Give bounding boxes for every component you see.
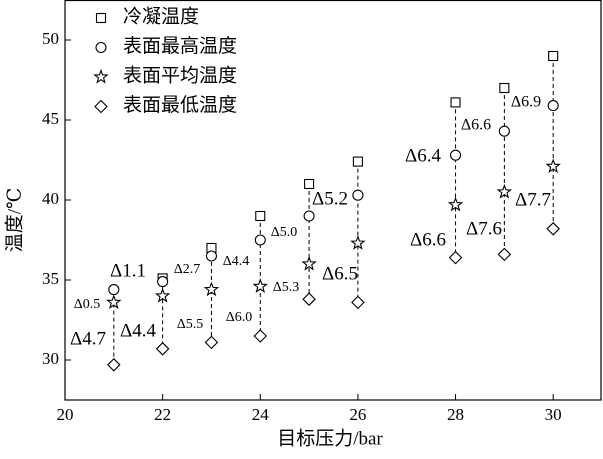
annotation: Δ6.0	[226, 310, 253, 325]
marker-star	[350, 235, 366, 250]
marker-star	[106, 294, 122, 309]
marker-diamond	[302, 292, 316, 306]
annotation: Δ6.5	[322, 263, 358, 284]
marker-circle	[352, 189, 364, 201]
x-tick-label: 30	[545, 405, 562, 424]
legend-label: 表面平均温度	[123, 64, 237, 86]
x-tick-label: 24	[252, 405, 270, 424]
marker-diamond	[546, 222, 560, 236]
marker-square	[352, 156, 363, 167]
marker-circle	[205, 250, 218, 262]
marker-circle	[303, 210, 315, 222]
y-tick-label: 30	[42, 349, 59, 368]
annotation: Δ1.1	[110, 260, 146, 281]
marker-diamond	[497, 247, 512, 262]
marker-circle	[254, 234, 266, 246]
marker-diamond	[253, 329, 268, 343]
legend-label: 冷凝温度	[123, 5, 199, 27]
x-tick-label: 20	[57, 405, 74, 424]
annotation: Δ6.4	[405, 145, 441, 166]
annotation: Δ5.3	[273, 280, 300, 295]
annotation: Δ7.7	[515, 189, 551, 210]
legend-label: 表面最高温度	[123, 35, 237, 57]
y-tick-label: 45	[42, 109, 59, 128]
x-tick-label: 28	[447, 405, 464, 424]
marker-star	[447, 196, 464, 212]
marker-diamond	[155, 342, 170, 356]
marker-circle	[449, 149, 462, 161]
annotation: Δ4.4	[120, 320, 156, 341]
annotation: Δ5.5	[177, 317, 204, 332]
marker-square	[255, 210, 266, 222]
legend-marker	[95, 12, 107, 24]
x-axis-label: 目标压力/bar	[277, 427, 383, 449]
y-tick-label: 50	[42, 29, 59, 48]
annotation: Δ6.9	[511, 94, 541, 111]
marker-diamond	[107, 358, 121, 372]
annotation: Δ7.6	[466, 218, 502, 239]
legend-marker	[93, 68, 109, 84]
legend-label: 表面最低温度	[123, 94, 237, 116]
x-tick-label: 22	[154, 405, 171, 424]
annotation: Δ4.4	[223, 254, 250, 269]
y-tick-label: 35	[42, 269, 59, 288]
marker-square	[450, 97, 461, 108]
marker-square	[304, 178, 315, 190]
legend-marker	[95, 41, 107, 54]
marker-square	[499, 82, 510, 94]
marker-square	[548, 50, 559, 62]
y-tick-label: 40	[42, 189, 59, 208]
marker-diamond	[448, 250, 463, 265]
annotation: Δ4.7	[70, 328, 106, 349]
marker-star	[203, 281, 220, 297]
marker-star	[545, 158, 561, 173]
marker-star	[301, 255, 317, 271]
marker-star	[496, 183, 512, 199]
annotation: Δ5.2	[312, 188, 348, 209]
marker-circle	[157, 276, 169, 288]
annotation: Δ0.5	[74, 297, 101, 312]
marker-circle	[108, 284, 120, 296]
annotation: Δ5.0	[271, 225, 298, 240]
annotation: Δ6.6	[410, 229, 446, 250]
annotation: Δ6.6	[461, 117, 491, 134]
legend-marker	[94, 99, 108, 114]
marker-diamond	[204, 335, 219, 350]
marker-star	[155, 287, 171, 303]
marker-circle	[547, 100, 559, 112]
y-axis-label: 温度/℃	[3, 188, 25, 253]
marker-circle	[498, 125, 510, 137]
annotation: Δ2.7	[174, 262, 201, 277]
marker-star	[252, 278, 269, 293]
marker-diamond	[351, 295, 365, 310]
x-tick-label: 26	[349, 405, 366, 424]
